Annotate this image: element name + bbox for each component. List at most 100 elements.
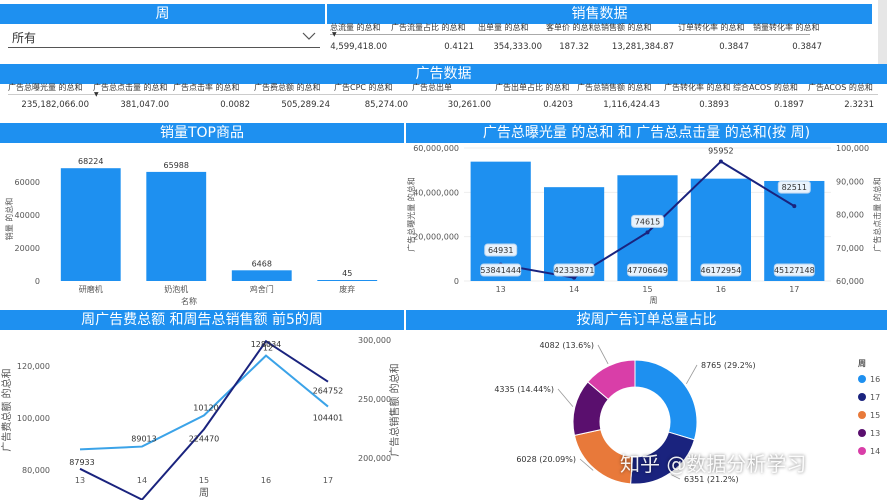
ads-col-value: 0.3893 [699,100,729,110]
data-label: 89013 [131,435,156,444]
ads-col-value: 0.4203 [543,100,573,110]
week-dropdown[interactable]: 所有 [8,26,320,48]
legend-label: 16 [870,375,880,384]
bar [146,171,207,281]
x-tick-label: 研磨机 [79,284,103,294]
line-label-box [777,180,811,194]
sales-col-header: 订单转化率 的总和 [678,23,745,32]
top5-header: 周广告费总额 和周告总销售额 前5的周 [0,310,404,330]
data-label: 65988 [164,161,189,170]
sales-col-header: 总销售额 的总和 [593,23,652,32]
y-right-tick-label: 80,000 [836,211,864,220]
x-tick-label: 13 [496,285,506,294]
sales-title: 销售数据 [571,6,628,22]
data-label: 12 [263,344,273,353]
x-tick-label: 废弃 [339,284,355,294]
y-left-tick-label: 20,000,000 [413,233,459,242]
scrollbar[interactable] [878,0,887,64]
bar [617,175,678,281]
week-slicer-title: 周 [155,6,170,22]
bar-label-box [627,263,668,277]
donut-slice [634,359,698,441]
leader-line [686,364,698,385]
sort-arrow-icon: ▼ [332,31,337,38]
line-point [572,275,577,280]
sales-col-header: 出单量 的总和 [478,23,529,32]
bar [470,161,531,281]
sales-table: 总流量 的总和 4,599,418.00 广告流量占比 的总和 0.4121 出单量 的… [330,22,875,58]
x-tick-label: 鸡舍门 [250,284,274,294]
ads-col-header: 综合ACOS 的总和 [733,83,798,92]
top-products-header: 销量TOP商品 [0,123,404,143]
bar-data-label: 46172954 [701,266,742,275]
slice-label: 4335 (14.44%) [494,385,554,394]
sales-col-header: 客单价 的总和 [546,23,593,32]
y-right-tick-label: 100,000 [836,144,869,153]
bar-data-label: 45127148 [774,266,815,275]
sales-col-value: 0.3847 [719,42,749,52]
line-data-label: 74615 [635,217,660,226]
x-tick-label: 奶泡机 [164,284,188,294]
ad-cost-line [79,354,329,451]
line-data-label: 95952 [708,146,733,155]
ads-col-value: 30,261.00 [447,100,491,110]
legend-title: 周 [858,359,866,368]
ads-col-header: 广告转化率 的总和 [664,83,731,92]
x-axis-label: 周 [199,487,209,499]
sales-col-value: 354,333.00 [493,42,542,52]
ads-col-header: 广告点击率 的总和 [173,83,240,92]
ads-col-value: 85,274.00 [364,100,408,110]
y-left-tick-label: 100,000 [17,414,50,423]
donut-header: 按周广告订单总量占比 [406,310,887,330]
ads-title: 广告数据 [415,66,472,82]
x-tick-label: 13 [75,476,85,485]
y-axis-label: 销量 的总和 [4,198,14,241]
legend-label: 15 [870,411,880,420]
y-tick-label: 60000 [15,178,40,187]
data-label: 104401 [313,414,344,423]
line-point [718,159,723,164]
donut-slice [587,359,636,401]
y-tick-label: 20000 [15,244,40,253]
slice-label: 6028 (20.09%) [516,455,576,464]
y-left-axis-label: 广告总曝光量 的总和 [406,177,416,252]
y-tick-label: 40000 [15,211,40,220]
x-tick-label: 16 [716,285,726,294]
leader-line [597,344,609,365]
ads-col-header: 广告总出单 [412,83,452,92]
y-left-tick-label: 60,000,000 [413,144,459,153]
line-label-box [484,243,518,257]
y-right-tick-label: 200,000 [358,454,391,463]
x-tick-label: 17 [323,476,333,485]
impressions-chart: 60,000,000 40,000,000 20,000,000 0 100,000 90… [406,144,882,305]
data-label: 87933 [69,458,94,467]
sales-divider [330,34,810,35]
ads-col-header: 广告ACOS 的总和 [808,83,873,92]
line-data-label: 82511 [782,183,807,192]
line-point [645,230,650,235]
y-right-tick-label: 300,000 [358,336,391,345]
data-label: 128034 [251,340,282,349]
line-point [792,204,797,209]
leader-line [671,474,681,480]
chevron-down-icon [302,32,316,40]
bar [231,270,292,281]
y-left-tick-label: 80,000 [22,466,50,475]
ads-col-header: 广告CPC 的总和 [334,83,393,92]
legend-dot [858,447,866,455]
x-axis-label: 周 [650,296,658,305]
y-right-tick-label: 60,000 [836,277,864,286]
bar-label-box [773,263,815,277]
legend-dot [858,393,866,401]
y-left-axis-label: 广告费总额 的总和 [0,368,13,451]
bar-data-label: 53841444 [480,266,521,275]
y-left-tick-label: 0 [454,277,459,286]
slice-label: 4082 (13.6%) [539,341,594,350]
sort-arrow-icon: ▼ [94,91,99,98]
week-dropdown-value: 所有 [12,31,37,45]
y-right-axis-label: 广告总销售额 的总和 [388,363,401,456]
top-products-title: 销量TOP商品 [159,125,244,141]
top5-title: 周广告费总额 和周告总销售额 前5的周 [81,312,323,328]
sales-header: 销售数据 [327,4,872,24]
x-axis-label: 名称 [181,296,197,306]
